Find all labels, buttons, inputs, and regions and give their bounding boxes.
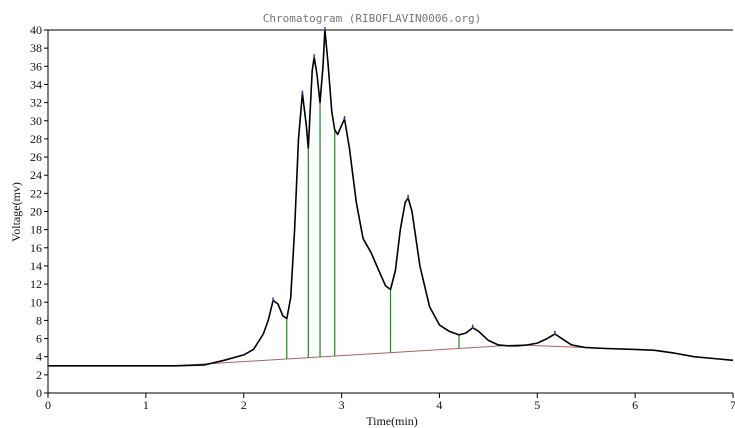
y-tick-label: 16	[30, 241, 42, 255]
y-tick-label: 36	[30, 59, 42, 73]
x-tick-label: 3	[339, 398, 345, 412]
trace-layer	[48, 29, 734, 367]
baseline-layer	[175, 344, 587, 367]
y-tick-label: 8	[36, 313, 42, 327]
x-tick-label: 6	[632, 398, 638, 412]
y-tick-label: 40	[30, 23, 42, 37]
y-tick-label: 30	[30, 114, 42, 128]
peak-boundary-layer	[286, 102, 524, 359]
y-tick-label: 28	[30, 132, 42, 146]
y-tick-label: 38	[30, 41, 42, 55]
y-tick-label: 32	[30, 96, 42, 110]
x-tick-label: 4	[436, 398, 442, 412]
y-tick-label: 14	[30, 259, 42, 273]
integration-baseline	[175, 344, 587, 367]
apex-marker-layer	[272, 27, 556, 336]
chromatogram-trace	[48, 29, 734, 367]
chart-title: Chromatogram (RIBOFLAVIN0006.org)	[263, 12, 482, 25]
y-axis-label: Voltage(mv)	[9, 182, 23, 242]
y-tick-label: 20	[30, 205, 42, 219]
y-tick-label: 2	[36, 368, 42, 382]
x-tick-label: 5	[534, 398, 540, 412]
y-tick-label: 4	[36, 350, 42, 364]
y-tick-label: 12	[30, 277, 42, 291]
y-tick-label: 24	[30, 168, 42, 182]
x-tick-label: 1	[143, 398, 149, 412]
y-tick-label: 22	[30, 186, 42, 200]
y-tick-label: 26	[30, 150, 42, 164]
y-tick-label: 0	[36, 386, 42, 400]
x-tick-label: 7	[730, 398, 735, 412]
x-axis-ticks: 0 1 2 3 4 5 6 7	[45, 393, 735, 412]
x-tick-label: 0	[45, 398, 51, 412]
y-tick-label: 18	[30, 223, 42, 237]
y-tick-label: 6	[36, 332, 42, 346]
x-axis-label: Time(min)	[366, 414, 418, 428]
y-tick-label: 34	[30, 77, 42, 91]
x-tick-label: 2	[241, 398, 247, 412]
y-tick-label: 10	[30, 295, 42, 309]
